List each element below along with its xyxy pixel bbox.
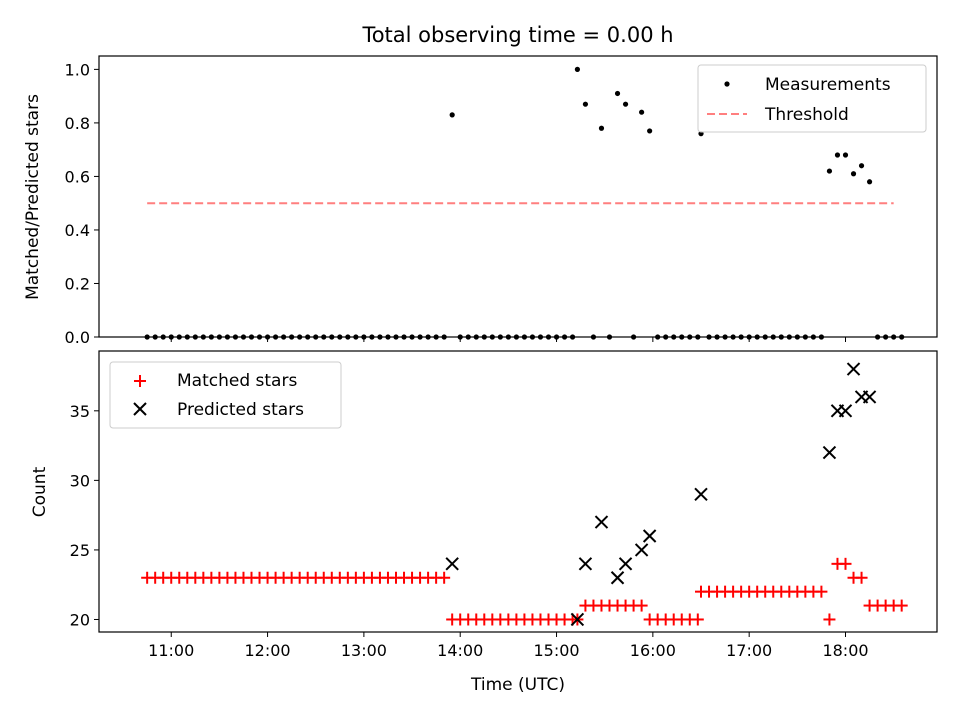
top-y-tick-label: 0.0: [65, 328, 90, 347]
matched-star-marker: [839, 557, 852, 570]
top-y-axis: 0.0 0.2 0.4 0.6 0.8 1.0: [65, 60, 846, 347]
legend-marker-matched-stars: [134, 375, 146, 387]
measurement-point: [850, 171, 857, 177]
measurement-point: [826, 168, 833, 174]
bottom-x-tick-label: 14:00: [437, 641, 483, 660]
measurement-point: [647, 128, 653, 134]
bottom-x-tick-label: 18:00: [822, 641, 868, 660]
measurement-point: [834, 152, 841, 158]
bottom-x-tick-label: 12:00: [245, 641, 291, 660]
bottom-x-tick-label: 11:00: [148, 641, 194, 660]
bottom-x-tick-label: 15:00: [533, 641, 579, 660]
top-legend-box: [697, 64, 927, 133]
top-panel: 0.0 0.2 0.4 0.6 0.8 1.0 Matched/Predicted sta…: [23, 55, 938, 347]
top-y-tick-label: 0.4: [65, 221, 90, 240]
matched-star-marker: [815, 585, 828, 598]
bottom-y-axis-label: Count: [30, 466, 50, 517]
bottom-x-tick-label: 16:00: [630, 641, 676, 660]
bottom-plot-area: [141, 362, 908, 627]
matched-star-marker: [823, 613, 836, 626]
bottom-x-axis-label: Time (UTC): [470, 675, 565, 695]
bottom-legend-box: [109, 361, 342, 429]
matched-star-marker: [635, 599, 648, 612]
measurement-point: [598, 125, 605, 131]
predicted-star-marker: [838, 404, 853, 418]
matched-star-marker: [438, 571, 451, 584]
predicted-star-marker: [578, 557, 593, 571]
predicted-star-marker: [610, 571, 625, 585]
predicted-star-marker: [694, 487, 708, 501]
measurement-point: [639, 109, 645, 115]
measurement-point: [449, 112, 455, 118]
top-axes-frame: [98, 55, 938, 338]
matched-star-marker: [895, 599, 908, 612]
bottom-legend: Matched stars Predicted stars: [109, 361, 342, 429]
bottom-y-tick-label: 35: [70, 402, 90, 421]
predicted-star-marker: [846, 362, 861, 376]
predicted-star-marker: [594, 515, 609, 529]
measurement-point: [842, 152, 849, 158]
top-y-tick-label: 0.2: [65, 274, 90, 293]
top-y-tick-label: 0.8: [65, 114, 90, 133]
predicted-star-marker: [445, 557, 459, 571]
measurement-point: [866, 179, 873, 185]
legend-label-measurements: Measurements: [765, 75, 891, 95]
matched-star-marker: [691, 613, 704, 626]
top-legend: Measurements Threshold: [697, 64, 927, 133]
bottom-y-tick-label: 20: [70, 610, 90, 629]
top-y-axis-label: Matched/Predicted stars: [23, 94, 43, 300]
measurement-point: [614, 90, 621, 97]
bottom-axes-frame: [98, 350, 938, 633]
measurement-point: [622, 101, 629, 107]
legend-marker-predicted-stars: [133, 402, 147, 416]
bottom-y-tick-label: 30: [70, 471, 90, 490]
predicted-star-marker: [642, 529, 657, 543]
bottom-x-axis: 11:00 12:00 13:00 14:00 15:00 16:00 17:00 18:00: [148, 632, 869, 660]
predicted-star-marker: [570, 612, 585, 627]
top-y-tick-label: 1.0: [65, 60, 90, 79]
legend-label-predicted-stars: Predicted stars: [177, 400, 304, 420]
measurement-point: [582, 101, 589, 107]
measurement-point: [858, 163, 865, 169]
predicted-star-marker: [862, 390, 877, 404]
legend-label-threshold: Threshold: [764, 105, 849, 125]
bottom-y-axis: 20 25 30 35: [70, 402, 99, 629]
figure-title: Total observing time = 0.00 h: [361, 23, 673, 47]
bottom-x-tick-label: 13:00: [341, 641, 387, 660]
bottom-x-tick-label: 17:00: [726, 641, 772, 660]
measurement-point: [574, 66, 580, 72]
predicted-star-marker: [618, 557, 633, 571]
legend-marker-measurements: [724, 81, 730, 87]
legend-label-matched-stars: Matched stars: [177, 371, 297, 391]
predicted-star-marker: [822, 445, 837, 460]
top-y-tick-label: 0.6: [65, 167, 90, 186]
matched-star-marker: [855, 571, 868, 584]
predicted-star-marker: [634, 543, 649, 557]
bottom-y-tick-label: 25: [70, 541, 90, 560]
